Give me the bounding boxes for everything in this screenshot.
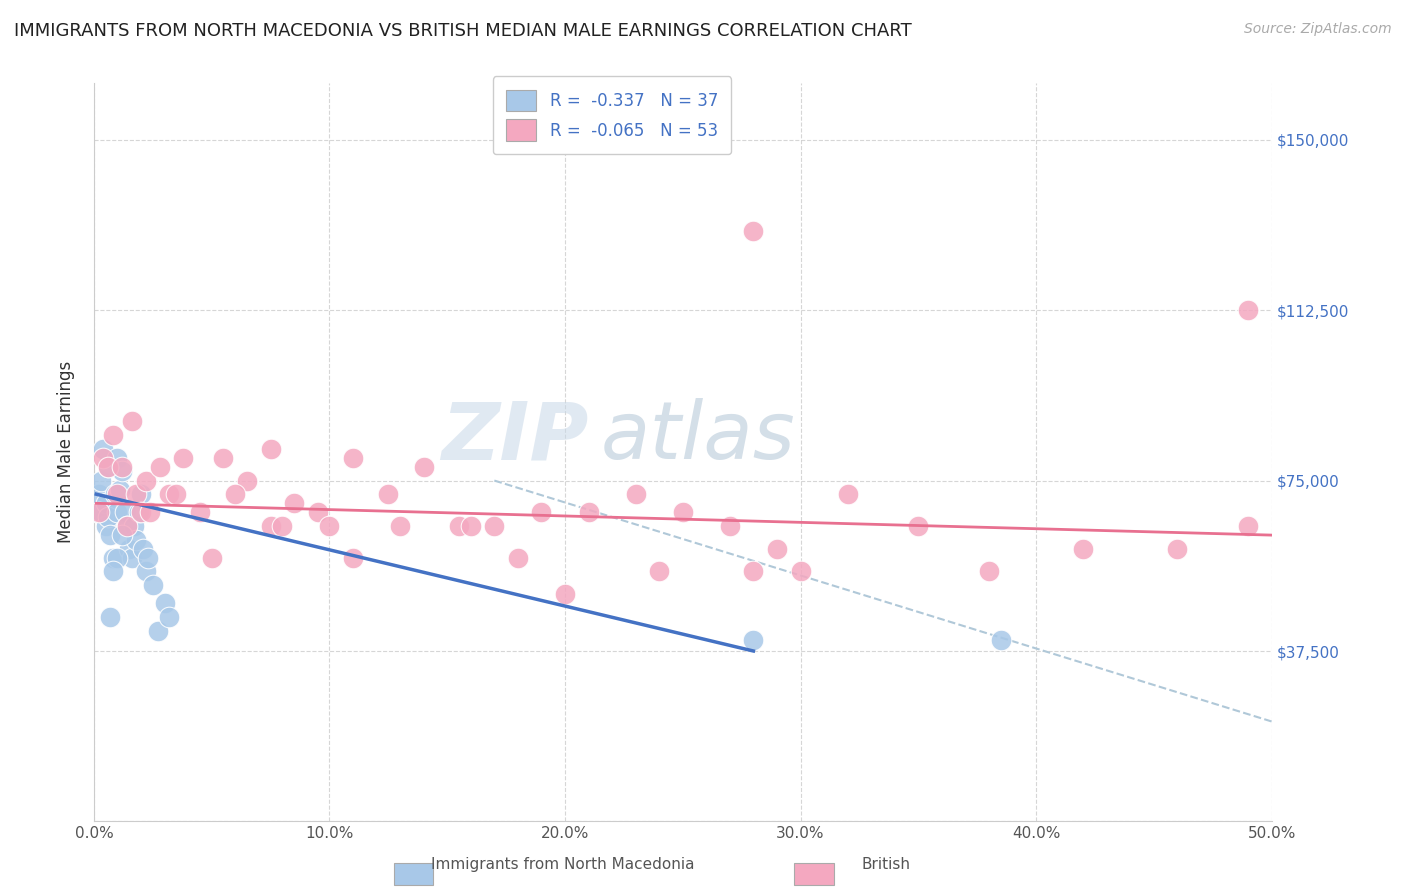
Point	[114, 505, 136, 519]
Point	[146, 624, 169, 638]
Point	[100, 528, 122, 542]
Point	[104, 487, 127, 501]
Point	[624, 487, 647, 501]
Point	[1237, 303, 1260, 318]
Point	[907, 519, 929, 533]
Point	[172, 450, 194, 465]
Point	[107, 450, 129, 465]
Point	[342, 450, 364, 465]
Point	[742, 632, 765, 647]
Point	[136, 550, 159, 565]
Point	[128, 505, 150, 519]
Point	[93, 450, 115, 465]
Point	[837, 487, 859, 501]
Point	[139, 505, 162, 519]
Point	[742, 565, 765, 579]
Text: ZIP: ZIP	[441, 399, 589, 476]
Point	[742, 223, 765, 237]
Point	[212, 450, 235, 465]
Point	[554, 587, 576, 601]
Point	[506, 550, 529, 565]
Text: atlas: atlas	[600, 399, 794, 476]
Point	[118, 541, 141, 556]
Point	[121, 550, 143, 565]
Point	[484, 519, 506, 533]
Point	[1237, 519, 1260, 533]
Point	[342, 550, 364, 565]
Point	[107, 505, 129, 519]
Point	[115, 519, 138, 533]
Point	[111, 528, 134, 542]
Point	[460, 519, 482, 533]
Point	[789, 565, 811, 579]
Point	[1166, 541, 1188, 556]
Point	[389, 519, 412, 533]
Point	[90, 474, 112, 488]
Point	[188, 505, 211, 519]
Point	[142, 578, 165, 592]
Point	[259, 442, 281, 456]
Point	[990, 632, 1012, 647]
Point	[412, 459, 434, 474]
Point	[165, 487, 187, 501]
Point	[283, 496, 305, 510]
Point	[1071, 541, 1094, 556]
Point	[718, 519, 741, 533]
Legend: R =  -0.337   N = 37, R =  -0.065   N = 53: R = -0.337 N = 37, R = -0.065 N = 53	[494, 77, 731, 154]
Point	[236, 474, 259, 488]
Point	[87, 505, 110, 519]
Point	[115, 519, 138, 533]
Point	[100, 610, 122, 624]
Point	[224, 487, 246, 501]
Point	[108, 483, 131, 497]
Point	[93, 442, 115, 456]
Point	[101, 428, 124, 442]
Point	[648, 565, 671, 579]
Point	[135, 474, 157, 488]
Point	[530, 505, 553, 519]
Point	[97, 510, 120, 524]
Y-axis label: Median Male Earnings: Median Male Earnings	[58, 361, 75, 543]
Point	[259, 519, 281, 533]
Point	[125, 533, 148, 547]
Text: IMMIGRANTS FROM NORTH MACEDONIA VS BRITISH MEDIAN MALE EARNINGS CORRELATION CHAR: IMMIGRANTS FROM NORTH MACEDONIA VS BRITI…	[14, 22, 912, 40]
Point	[97, 459, 120, 474]
Point	[153, 596, 176, 610]
Point	[672, 505, 695, 519]
Point	[271, 519, 294, 533]
Point	[132, 541, 155, 556]
Point	[111, 465, 134, 479]
Point	[111, 459, 134, 474]
Text: Immigrants from North Macedonia: Immigrants from North Macedonia	[430, 857, 695, 872]
Point	[125, 487, 148, 501]
Point	[447, 519, 470, 533]
Point	[94, 519, 117, 533]
Text: British: British	[862, 857, 910, 872]
Point	[157, 610, 180, 624]
Point	[149, 459, 172, 474]
Point	[107, 550, 129, 565]
Point	[766, 541, 789, 556]
Point	[101, 565, 124, 579]
Point	[90, 505, 112, 519]
Point	[578, 505, 600, 519]
Text: Source: ZipAtlas.com: Source: ZipAtlas.com	[1244, 22, 1392, 37]
Point	[94, 496, 117, 510]
Point	[157, 487, 180, 501]
Point	[307, 505, 329, 519]
Point	[84, 505, 107, 519]
Point	[135, 565, 157, 579]
Point	[107, 487, 129, 501]
Point	[87, 487, 110, 501]
Point	[101, 550, 124, 565]
Point	[318, 519, 340, 533]
Point	[122, 519, 145, 533]
Point	[201, 550, 224, 565]
Point	[129, 487, 152, 501]
Point	[377, 487, 399, 501]
Point	[129, 505, 152, 519]
Point	[97, 459, 120, 474]
Point	[121, 415, 143, 429]
Point	[977, 565, 1000, 579]
